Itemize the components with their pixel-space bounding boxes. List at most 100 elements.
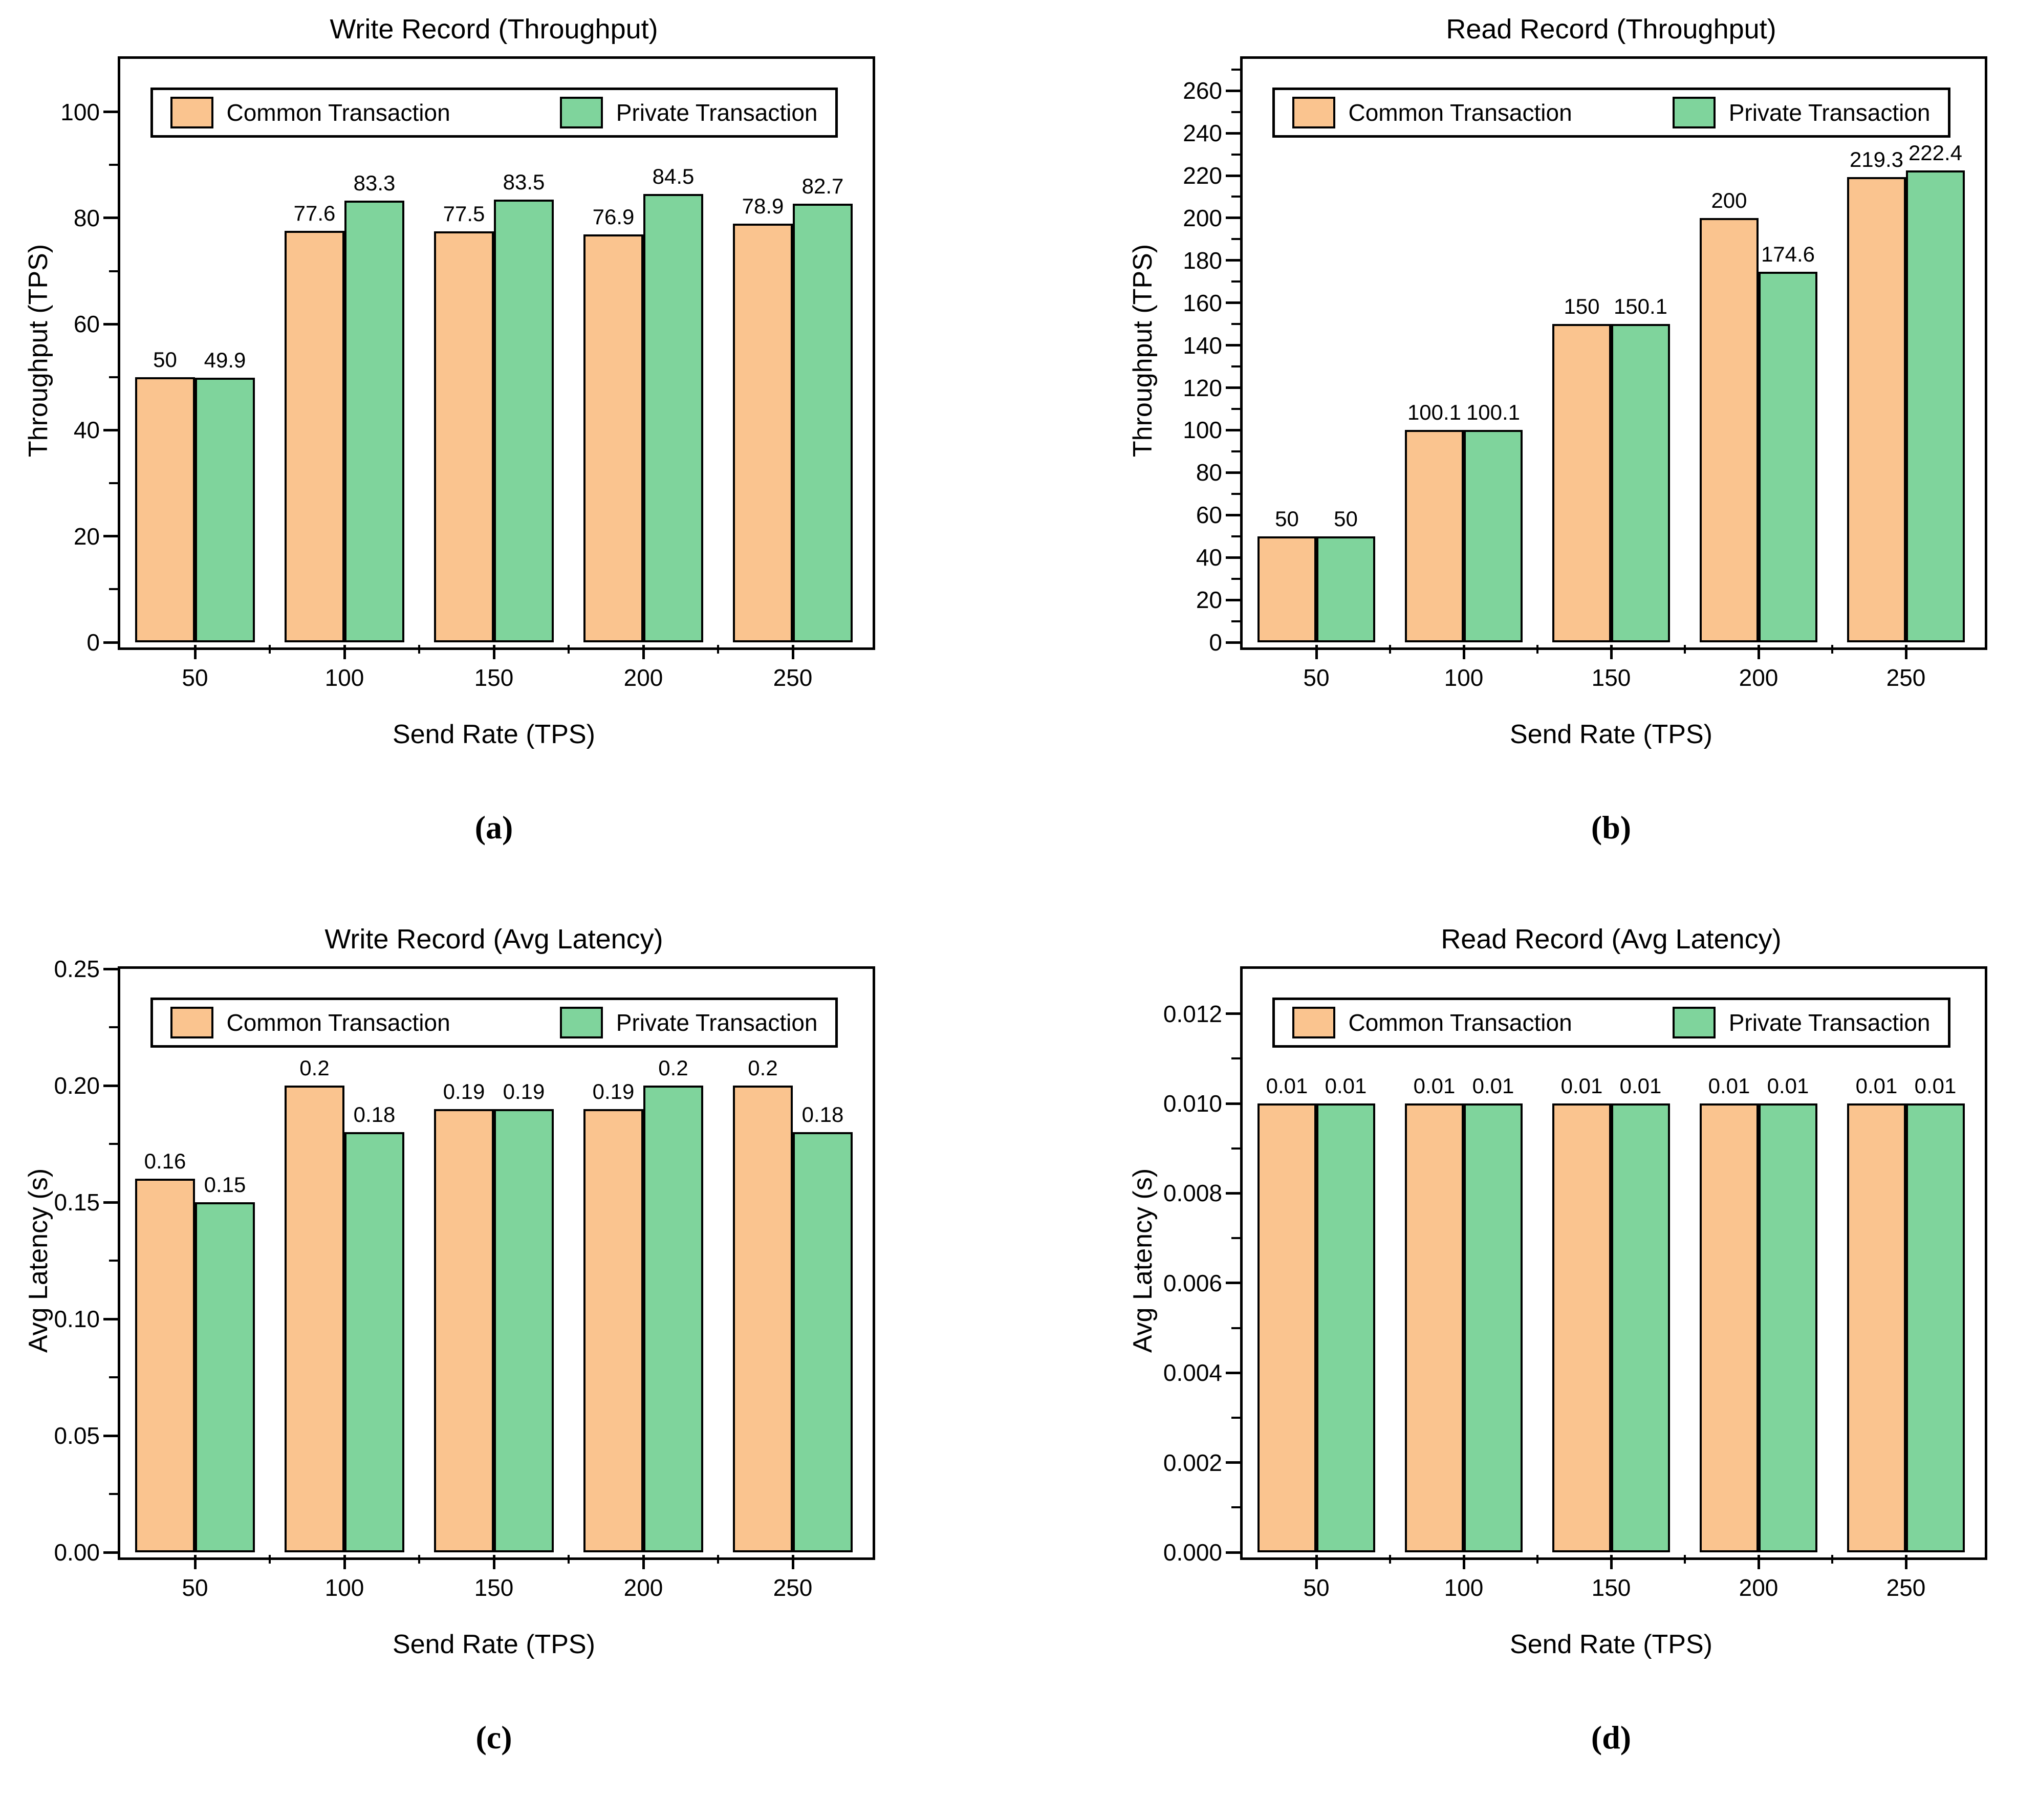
x-tick-label: 250 (1886, 1574, 1926, 1601)
x-major-tick (642, 1555, 645, 1569)
y-minor-tick (1231, 408, 1240, 410)
bar-private (1906, 170, 1965, 642)
x-tick-label: 200 (1739, 664, 1779, 691)
legend-item: Private Transaction (1672, 97, 1931, 128)
y-major-tick (103, 1317, 118, 1320)
panel-label: (b) (1591, 809, 1632, 846)
y-major-tick (103, 1434, 118, 1437)
y-minor-tick (1231, 492, 1240, 495)
y-major-tick (103, 216, 118, 220)
bar-common (1405, 1103, 1464, 1552)
y-tick-label: 100 (1183, 417, 1222, 444)
y-major-tick (1226, 1012, 1240, 1015)
y-minor-tick (109, 164, 118, 166)
x-major-tick (343, 645, 346, 659)
y-minor-tick (109, 270, 118, 272)
x-tick-label: 50 (182, 664, 208, 691)
plot-area: 0.00 0.05 0.10 0.15 0.20 0.25 50 0.16 0.15 100 0.2… (54, 956, 875, 1601)
y-major-tick (1226, 556, 1240, 559)
y-major-tick (1226, 216, 1240, 220)
panel-b: Read Record (Throughput) Throughput (TPS… (1009, 0, 2017, 910)
bar-common (1257, 1103, 1316, 1552)
x-major-tick (1610, 1555, 1613, 1569)
y-minor-tick (109, 1260, 118, 1262)
bar-value-label: 84.5 (652, 164, 695, 189)
plot-area: 0.000 0.002 0.004 0.006 0.008 0.010 0.012 50 0.0… (1163, 966, 1987, 1601)
bar-value-label: 0.2 (748, 1056, 778, 1080)
bar-private (1464, 430, 1523, 642)
y-major-tick (103, 1551, 118, 1554)
bar-private (643, 1086, 703, 1552)
y-minor-tick (109, 1493, 118, 1495)
bar-value-label: 49.9 (204, 348, 246, 372)
bar-value-label: 0.01 (1325, 1074, 1367, 1098)
y-axis-title: Avg Latency (s) (24, 1168, 53, 1353)
legend-item: Common Transaction (1292, 97, 1572, 128)
bar-value-label: 83.5 (503, 169, 545, 194)
y-minor-tick (1231, 1237, 1240, 1240)
bar-value-label: 0.18 (801, 1102, 844, 1127)
legend-item: Common Transaction (1292, 1007, 1572, 1038)
y-major-tick (103, 641, 118, 644)
y-tick-label: 0.012 (1163, 1000, 1222, 1027)
y-minor-tick (1231, 450, 1240, 452)
bar-value-label: 0.01 (1855, 1074, 1898, 1098)
x-major-tick (1757, 1555, 1760, 1569)
y-tick-label: 40 (73, 417, 100, 444)
legend-swatch (1292, 1007, 1335, 1038)
y-minor-tick (1231, 1327, 1240, 1329)
bar-common (1257, 536, 1316, 642)
bar-private (195, 377, 255, 642)
y-tick-label: 0 (86, 629, 100, 656)
bar-value-label: 100.1 (1407, 400, 1462, 425)
y-major-tick (103, 322, 118, 326)
x-major-tick (343, 1555, 346, 1569)
y-major-tick (103, 967, 118, 970)
bar-common (583, 234, 643, 642)
bar-private (643, 194, 703, 642)
y-major-tick (1226, 132, 1240, 135)
legend: Common Transaction Private Transaction (1272, 88, 1950, 138)
legend-label: Private Transaction (616, 1009, 818, 1036)
y-axis-title: Throughput (TPS) (24, 244, 53, 458)
bar-common (285, 230, 344, 642)
y-tick-label: 220 (1183, 162, 1222, 189)
legend-label: Common Transaction (1348, 1009, 1572, 1036)
legend-label: Private Transaction (1728, 1009, 1931, 1036)
y-major-tick (103, 1201, 118, 1204)
x-major-tick (791, 645, 794, 659)
bar-value-label: 0.19 (592, 1079, 635, 1103)
legend-swatch (1672, 97, 1716, 128)
y-tick-label: 0.010 (1163, 1090, 1222, 1117)
x-major-tick (1610, 645, 1613, 659)
legend-label: Common Transaction (226, 1009, 450, 1036)
y-tick-label: 20 (73, 523, 100, 550)
x-minor-tick (1536, 1555, 1538, 1564)
bar-private (1316, 536, 1375, 642)
y-major-tick (1226, 598, 1240, 601)
x-tick-label: 50 (1303, 1574, 1330, 1601)
y-tick-label: 140 (1183, 332, 1222, 359)
legend: Common Transaction Private Transaction (1272, 998, 1950, 1048)
y-major-tick (103, 111, 118, 114)
y-major-tick (1226, 1551, 1240, 1554)
x-minor-tick (418, 645, 420, 654)
y-major-tick (1226, 1371, 1240, 1374)
x-major-tick (492, 1555, 495, 1569)
y-tick-label: 20 (1196, 587, 1222, 614)
x-tick-label: 100 (324, 1574, 364, 1601)
x-tick-label: 50 (1303, 664, 1330, 691)
y-major-tick (1226, 1282, 1240, 1285)
y-tick-label: 60 (1196, 502, 1222, 529)
y-major-tick (1226, 174, 1240, 177)
legend-item: Common Transaction (170, 1007, 450, 1038)
legend-swatch (170, 1007, 213, 1038)
y-major-tick (103, 1084, 118, 1087)
x-minor-tick (1536, 645, 1538, 654)
x-tick-label: 250 (1886, 664, 1926, 691)
chart-title: Write Record (Avg Latency) (324, 924, 663, 955)
bar-value-label: 0.01 (1914, 1074, 1957, 1098)
x-tick-label: 200 (623, 664, 663, 691)
x-minor-tick (1684, 1555, 1686, 1564)
